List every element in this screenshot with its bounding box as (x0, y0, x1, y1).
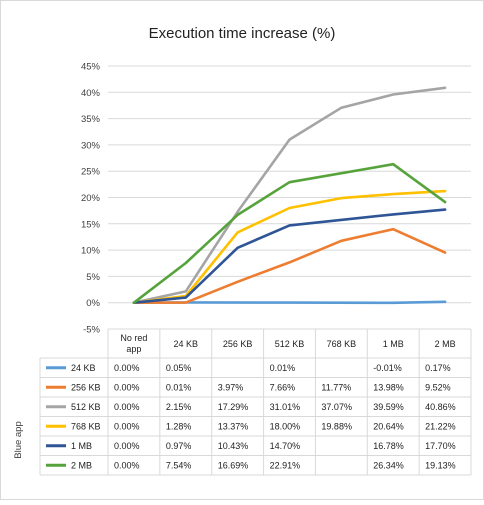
table-cell: -0.01% (373, 363, 402, 373)
table-cell: 7.54% (166, 460, 192, 470)
table-cell: 26.34% (373, 460, 404, 470)
y-tick-label: 45% (81, 62, 101, 73)
table-cell: 0.00% (114, 402, 140, 412)
y-tick-label: 35% (81, 114, 101, 125)
table-cell: 20.64% (373, 421, 404, 431)
table-cell: 19.13% (425, 460, 456, 470)
table-cell: 22.91% (270, 460, 301, 470)
legend-label-512-kb: 512 KB (71, 402, 101, 412)
y-tick-label: 40% (81, 88, 101, 99)
legend-label-24-kb: 24 KB (71, 363, 96, 373)
y-tick-label: 30% (81, 140, 101, 151)
table-row-header: Blue app (13, 421, 24, 459)
y-tick-label: 5% (86, 272, 100, 283)
table-cell: 16.78% (373, 441, 404, 451)
table-cell: 7.66% (270, 382, 296, 392)
table-header-cell: app (126, 344, 141, 354)
table-cell: 17.29% (218, 402, 249, 412)
table-cell: 31.01% (270, 402, 301, 412)
table-cell: 39.59% (373, 402, 404, 412)
table-cell: 1.28% (166, 421, 192, 431)
series-line-512-kb (132, 86, 447, 305)
table-cell: 0.00% (114, 421, 140, 431)
y-tick-label: 10% (81, 246, 101, 257)
y-tick-label: 0% (86, 298, 100, 309)
series-line-256-kb (132, 227, 447, 305)
y-tick-label: 15% (81, 219, 101, 230)
table-header-cell: No red (120, 333, 147, 343)
table-cell: 9.52% (425, 382, 451, 392)
table-cell: 14.70% (270, 441, 301, 451)
table-cell: 40.86% (425, 402, 456, 412)
legend-label-256-kb: 256 KB (71, 382, 101, 392)
table-header-cell: 24 KB (174, 339, 199, 349)
y-tick-label: 20% (81, 193, 101, 204)
series-line-1-mb (132, 208, 447, 305)
y-axis-ticks: -5% 0% 5% 10% 15% 20% 25% 30% 35% 40% 45% (81, 62, 101, 336)
table-cell: 0.01% (166, 382, 192, 392)
table-cell: 0.00% (114, 382, 140, 392)
legend-label-2-mb: 2 MB (71, 460, 92, 470)
table-cell: 3.97% (218, 382, 244, 392)
table-header-cell: 2 MB (435, 339, 456, 349)
series-line-2-mb (132, 162, 447, 305)
table-cell: 0.00% (114, 441, 140, 451)
table-header-cell: 512 KB (275, 339, 305, 349)
table-cell: 10.43% (218, 441, 249, 451)
table-cell: 19.88% (321, 421, 352, 431)
table-header-cell: 256 KB (223, 339, 253, 349)
table-cell: 0.05% (166, 363, 192, 373)
legend-label-768-kb: 768 KB (71, 421, 101, 431)
y-tick-label: 25% (81, 167, 101, 178)
table-cell: 13.98% (373, 382, 404, 392)
table-cell: 0.17% (425, 363, 451, 373)
series-lines (132, 86, 447, 305)
table-cell: 13.37% (218, 421, 249, 431)
table-header-cell: 1 MB (383, 339, 404, 349)
table-cell: 37.07% (321, 402, 352, 412)
table-cell: 11.77% (321, 382, 351, 392)
table-cell: 0.00% (114, 363, 140, 373)
table-cell: 0.01% (270, 363, 296, 373)
legend-label-1-mb: 1 MB (71, 441, 92, 451)
table-cell: 18.00% (270, 421, 301, 431)
table-cell: 0.00% (114, 460, 140, 470)
table-header-cell: 768 KB (327, 339, 357, 349)
chart-title: Execution time increase (%) (149, 25, 336, 42)
table-cell: 21.22% (425, 421, 456, 431)
table-cell: 0.97% (166, 441, 192, 451)
table-cell: 2.15% (166, 402, 192, 412)
y-tick-label: -5% (83, 325, 100, 336)
table-cell: 17.70% (425, 441, 456, 451)
table-cell: 16.69% (218, 460, 249, 470)
